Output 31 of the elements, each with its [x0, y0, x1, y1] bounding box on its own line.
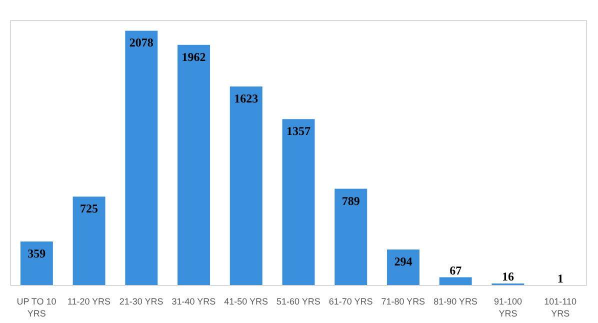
x-tick-label: 91-100 YRS	[494, 296, 522, 318]
bar	[20, 241, 53, 286]
bar	[230, 86, 262, 286]
bar	[282, 119, 315, 286]
data-label: 359	[28, 246, 46, 260]
data-label: 725	[80, 202, 98, 216]
data-label: 789	[342, 194, 360, 208]
bar	[439, 277, 472, 286]
x-tick-label: 101-110 YRS	[544, 296, 577, 318]
x-tick-label: 71-80 YRS	[381, 296, 426, 306]
data-label: 1	[557, 271, 564, 286]
bar	[72, 196, 106, 286]
bar	[178, 44, 210, 286]
x-tick-label: 11-20 YRS	[67, 296, 111, 306]
bar	[386, 249, 420, 286]
x-tick-label: 31-40 YRS	[172, 296, 216, 306]
data-label: 1357	[286, 124, 310, 138]
x-tick-label: 41-50 YRS	[224, 296, 268, 306]
data-label: 67	[450, 263, 462, 278]
x-tick-label: 51-60 YRS	[276, 296, 320, 306]
data-label: 16	[502, 270, 514, 284]
bar	[125, 30, 158, 286]
x-tick-label: UP TO 10 YRS	[16, 296, 56, 318]
data-label: 1962	[182, 50, 206, 64]
x-tick-label: 81-90 YRS	[434, 296, 478, 306]
data-label: 2078	[129, 36, 154, 50]
bar	[334, 188, 368, 286]
data-label: 1623	[234, 91, 258, 106]
x-tick-label: 21-30 YRS	[119, 296, 164, 306]
data-label: 294	[394, 254, 412, 268]
x-tick-label: 61-70 YRS	[328, 296, 373, 306]
